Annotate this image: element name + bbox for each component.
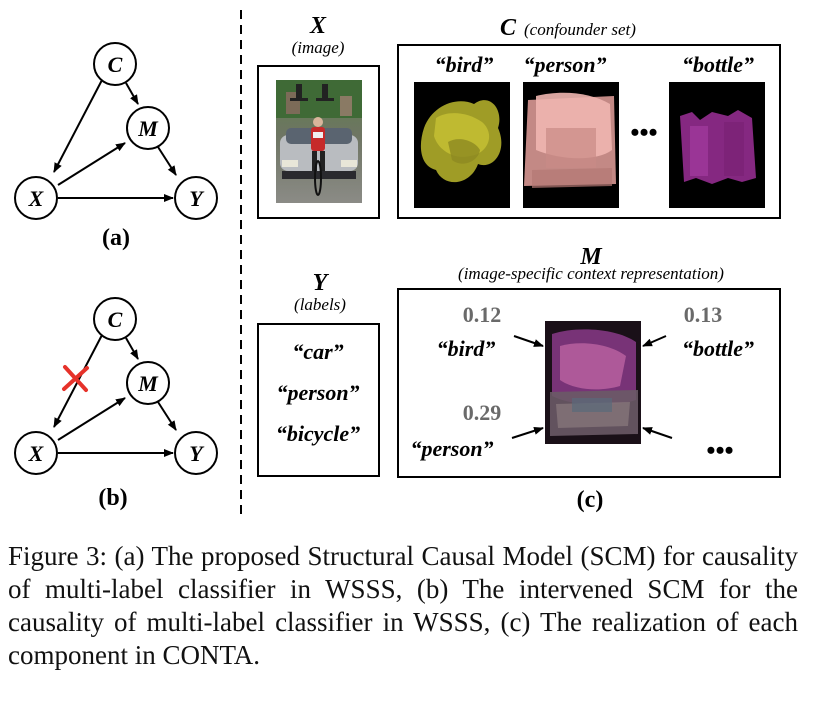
- panel-c-symbol: C: [500, 15, 517, 41]
- causal-graph-b: C M X Y (b): [14, 297, 218, 511]
- node-y-label: Y: [189, 186, 205, 211]
- weight-bottle-value: 0.13: [684, 302, 723, 327]
- node-x-label: X: [28, 186, 45, 211]
- node-c: [93, 297, 137, 341]
- confounder-ellipsis: •••: [630, 118, 657, 147]
- node-x-label: X: [28, 441, 45, 466]
- graph-a-caption: (a): [102, 225, 130, 251]
- weight-bird-label: “bird”: [437, 336, 496, 361]
- node-c-label: C: [108, 52, 123, 77]
- label-person: “person”: [276, 380, 359, 405]
- panel-x-symbol: X: [309, 13, 327, 39]
- node-x: [14, 176, 58, 220]
- weight-bird-value: 0.12: [463, 302, 502, 327]
- panel-m-symbol: M: [579, 244, 603, 270]
- node-x: [14, 431, 58, 475]
- node-m-label: M: [137, 116, 159, 141]
- person-mask-image: [523, 82, 619, 208]
- edge-m-to-y: [157, 146, 177, 176]
- label-car: “car”: [292, 339, 343, 364]
- edge-c-to-x: [53, 79, 103, 173]
- edge-c-to-m: [125, 82, 139, 105]
- graph-b-caption: (b): [98, 485, 127, 511]
- bottle-mask-image: [669, 82, 765, 208]
- edge-x-to-m: [57, 142, 126, 186]
- node-m-label: M: [137, 371, 159, 396]
- edge-x-to-m: [57, 397, 126, 441]
- context-mask-image: [545, 321, 641, 444]
- panel-y-subtitle: (labels): [294, 295, 346, 314]
- causal-graph-a: C M X Y (a): [14, 42, 218, 251]
- node-y-label: Y: [189, 441, 205, 466]
- weight-bottle-label: “bottle”: [682, 336, 754, 361]
- context-ellipsis: •••: [706, 436, 733, 465]
- node-y: [174, 176, 218, 220]
- panel-m-context: M (image-specific context representation…: [397, 244, 781, 478]
- panel-c-confounders: C (confounder set) “bird” “person” “bott…: [397, 15, 781, 219]
- panel-c-subtitle: (confounder set): [524, 20, 636, 39]
- edge-c-to-m: [125, 337, 139, 360]
- panel-y-frame: [257, 323, 380, 477]
- weight-person-label: “person”: [410, 436, 493, 461]
- bird-mask-image: [414, 82, 510, 208]
- arrow-person-to-mask: [511, 426, 544, 439]
- figure-canvas: C M X Y (a) C M X Y (b) X (image): [14, 10, 781, 515]
- panel-y-labels: Y (labels) “car” “person” “bicycle”: [257, 270, 380, 477]
- cyclist-photo: [276, 80, 362, 203]
- weight-person-value: 0.29: [463, 400, 502, 425]
- panel-x-image: X (image): [257, 13, 380, 219]
- arrow-bird-to-mask: [513, 335, 544, 347]
- confounder-label-bird: “bird”: [435, 52, 494, 77]
- node-m: [126, 106, 170, 150]
- node-y: [174, 431, 218, 475]
- edge-m-to-y: [157, 401, 177, 431]
- confounder-label-person: “person”: [523, 52, 606, 77]
- panel-x-subtitle: (image): [292, 38, 345, 57]
- arrow-bottle-to-mask: [642, 335, 667, 347]
- label-bicycle: “bicycle”: [276, 421, 360, 446]
- arrow-more-to-mask: [642, 427, 673, 439]
- figure-caption: Figure 3: (a) The proposed Structural Ca…: [8, 541, 798, 670]
- ellipsis-dots-icon: •••: [630, 118, 657, 147]
- panel-y-symbol: Y: [313, 270, 330, 296]
- confounder-label-bottle: “bottle”: [682, 52, 754, 77]
- node-c: [93, 42, 137, 86]
- intervention-cross-icon: [62, 365, 89, 392]
- panel-c-caption: (c): [577, 487, 604, 513]
- panel-m-subtitle: (image-specific context representation): [458, 264, 724, 283]
- node-c-label: C: [108, 307, 123, 332]
- node-m: [126, 361, 170, 405]
